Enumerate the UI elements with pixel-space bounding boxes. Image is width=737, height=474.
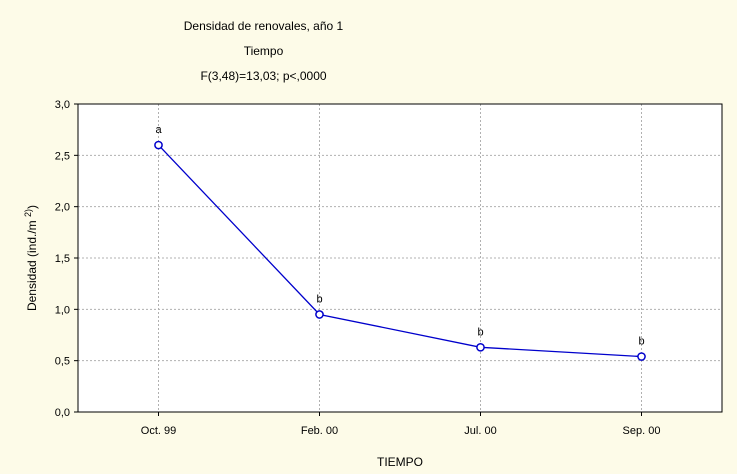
- data-label: a: [155, 124, 162, 136]
- y-axis-label: Densidad (ind./m 2)): [23, 205, 39, 311]
- data-label: b: [638, 336, 644, 348]
- x-tick-label: Jul. 00: [464, 425, 496, 437]
- y-tick-label: 0,5: [55, 356, 70, 368]
- x-tick-label: Oct. 99: [141, 425, 176, 437]
- chart-title: Densidad de renovales, año 1: [183, 19, 344, 33]
- data-point: [476, 342, 485, 352]
- effects-table-panel: TratamientoTiempoGan. X TratGan. X TiemT…: [597, 0, 737, 200]
- y-tick-label: 0,0: [55, 407, 70, 419]
- data-point: [315, 310, 324, 319]
- data-point: [637, 352, 646, 361]
- series-line: [158, 144, 642, 358]
- x-tick-label: Sep. 00: [623, 425, 661, 437]
- y-tick-label: 1,5: [55, 253, 70, 265]
- data-label: b: [316, 293, 322, 305]
- y-tick-label: 3,0: [55, 99, 70, 111]
- data-label: b: [477, 326, 483, 338]
- x-tick-label: Feb. 00: [301, 425, 338, 437]
- y-tick-label: 2,0: [55, 202, 70, 214]
- data-point: [154, 140, 163, 150]
- chart-stat: F(3,48)=13,03; p<,0000: [200, 69, 327, 83]
- x-axis-label: TIEMPO: [377, 455, 423, 469]
- chart-subtitle: Tiempo: [243, 44, 284, 58]
- y-tick-label: 2,5: [55, 150, 70, 162]
- plot-frame: [77, 103, 723, 413]
- y-tick-label: 1,0: [55, 304, 70, 316]
